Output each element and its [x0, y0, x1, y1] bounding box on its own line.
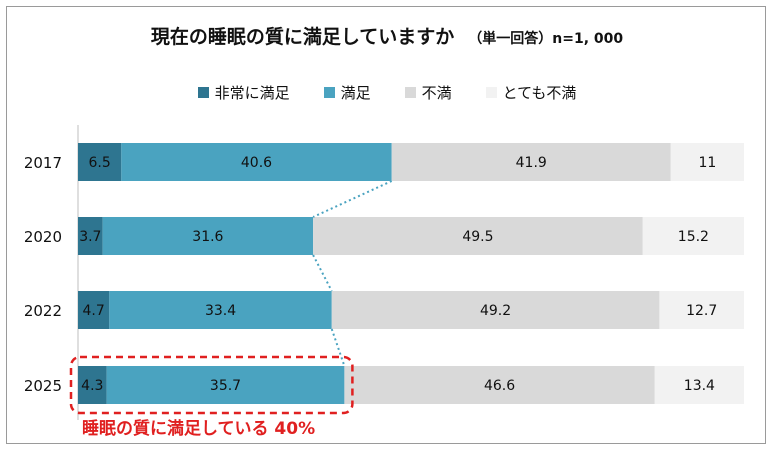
value-label-3-2: 46.6 — [484, 378, 515, 394]
value-label-0-0: 6.5 — [89, 155, 111, 171]
legend-swatch-2 — [404, 87, 416, 98]
bar-0-3 — [670, 143, 744, 181]
legend-item-0: 非常に満足 — [197, 82, 290, 103]
legend-item-2: 不満 — [404, 82, 452, 103]
category-label-1: 2020 — [24, 228, 62, 246]
bar-0-1 — [121, 143, 392, 181]
bar-3-2 — [344, 366, 655, 404]
bar-3-1 — [106, 366, 345, 404]
value-label-2-0: 4.7 — [83, 303, 105, 319]
bar-1-1 — [102, 217, 314, 255]
legend-label-2: 不満 — [421, 84, 452, 102]
legend-swatch-3 — [485, 87, 497, 98]
bar-1-3 — [642, 217, 744, 255]
value-label-2-3: 12.7 — [686, 303, 717, 319]
chart-subtitle: （単一回答）n=1, 000 — [468, 31, 624, 47]
value-label-0-3: 11 — [698, 155, 716, 171]
legend-label-1: 満足 — [340, 84, 371, 102]
bar-2-3 — [659, 291, 744, 329]
category-label-3: 2025 — [24, 377, 62, 395]
value-label-1-2: 49.5 — [462, 229, 493, 245]
highlight-annotation-label: 睡眠の質に満足している 40% — [82, 419, 316, 439]
legend-label-3: とても不満 — [502, 84, 577, 102]
value-label-1-0: 3.7 — [79, 229, 101, 245]
bar-0-0 — [78, 143, 122, 181]
value-label-3-1: 35.7 — [210, 378, 241, 394]
legend-label-0: 非常に満足 — [214, 84, 290, 102]
bar-2-1 — [109, 291, 332, 329]
bar-1-2 — [313, 217, 643, 255]
legend-swatch-0 — [197, 87, 209, 98]
bar-0-2 — [391, 143, 671, 181]
value-label-1-1: 31.6 — [192, 229, 223, 245]
value-label-0-2: 41.9 — [516, 155, 547, 171]
value-label-3-3: 13.4 — [684, 378, 715, 394]
highlight-box — [69, 355, 354, 415]
connector-line-0 — [312, 180, 393, 218]
bar-2-0 — [78, 291, 110, 329]
connector-line-2 — [330, 328, 346, 367]
connector-line-1 — [312, 254, 333, 292]
value-label-3-0: 4.3 — [81, 378, 103, 394]
legend-swatch-1 — [323, 87, 335, 98]
bar-2-2 — [331, 291, 660, 329]
value-label-1-3: 15.2 — [678, 229, 709, 245]
bar-3-3 — [654, 366, 744, 404]
chart-header: 現在の睡眠の質に満足していますか （単一回答）n=1, 000 — [0, 22, 774, 49]
bar-3-0 — [78, 366, 107, 404]
chart-title: 現在の睡眠の質に満足していますか — [150, 26, 455, 48]
category-label-2: 2022 — [24, 302, 62, 320]
legend-item-1: 満足 — [323, 82, 371, 103]
bar-1-0 — [78, 217, 103, 255]
legend-item-3: とても不満 — [485, 82, 577, 103]
legend: 非常に満足 満足 不満 とても不満 — [0, 82, 774, 103]
value-label-2-2: 49.2 — [480, 303, 511, 319]
category-label-0: 2017 — [24, 154, 62, 172]
value-label-0-1: 40.6 — [241, 155, 272, 171]
value-label-2-1: 33.4 — [205, 303, 236, 319]
